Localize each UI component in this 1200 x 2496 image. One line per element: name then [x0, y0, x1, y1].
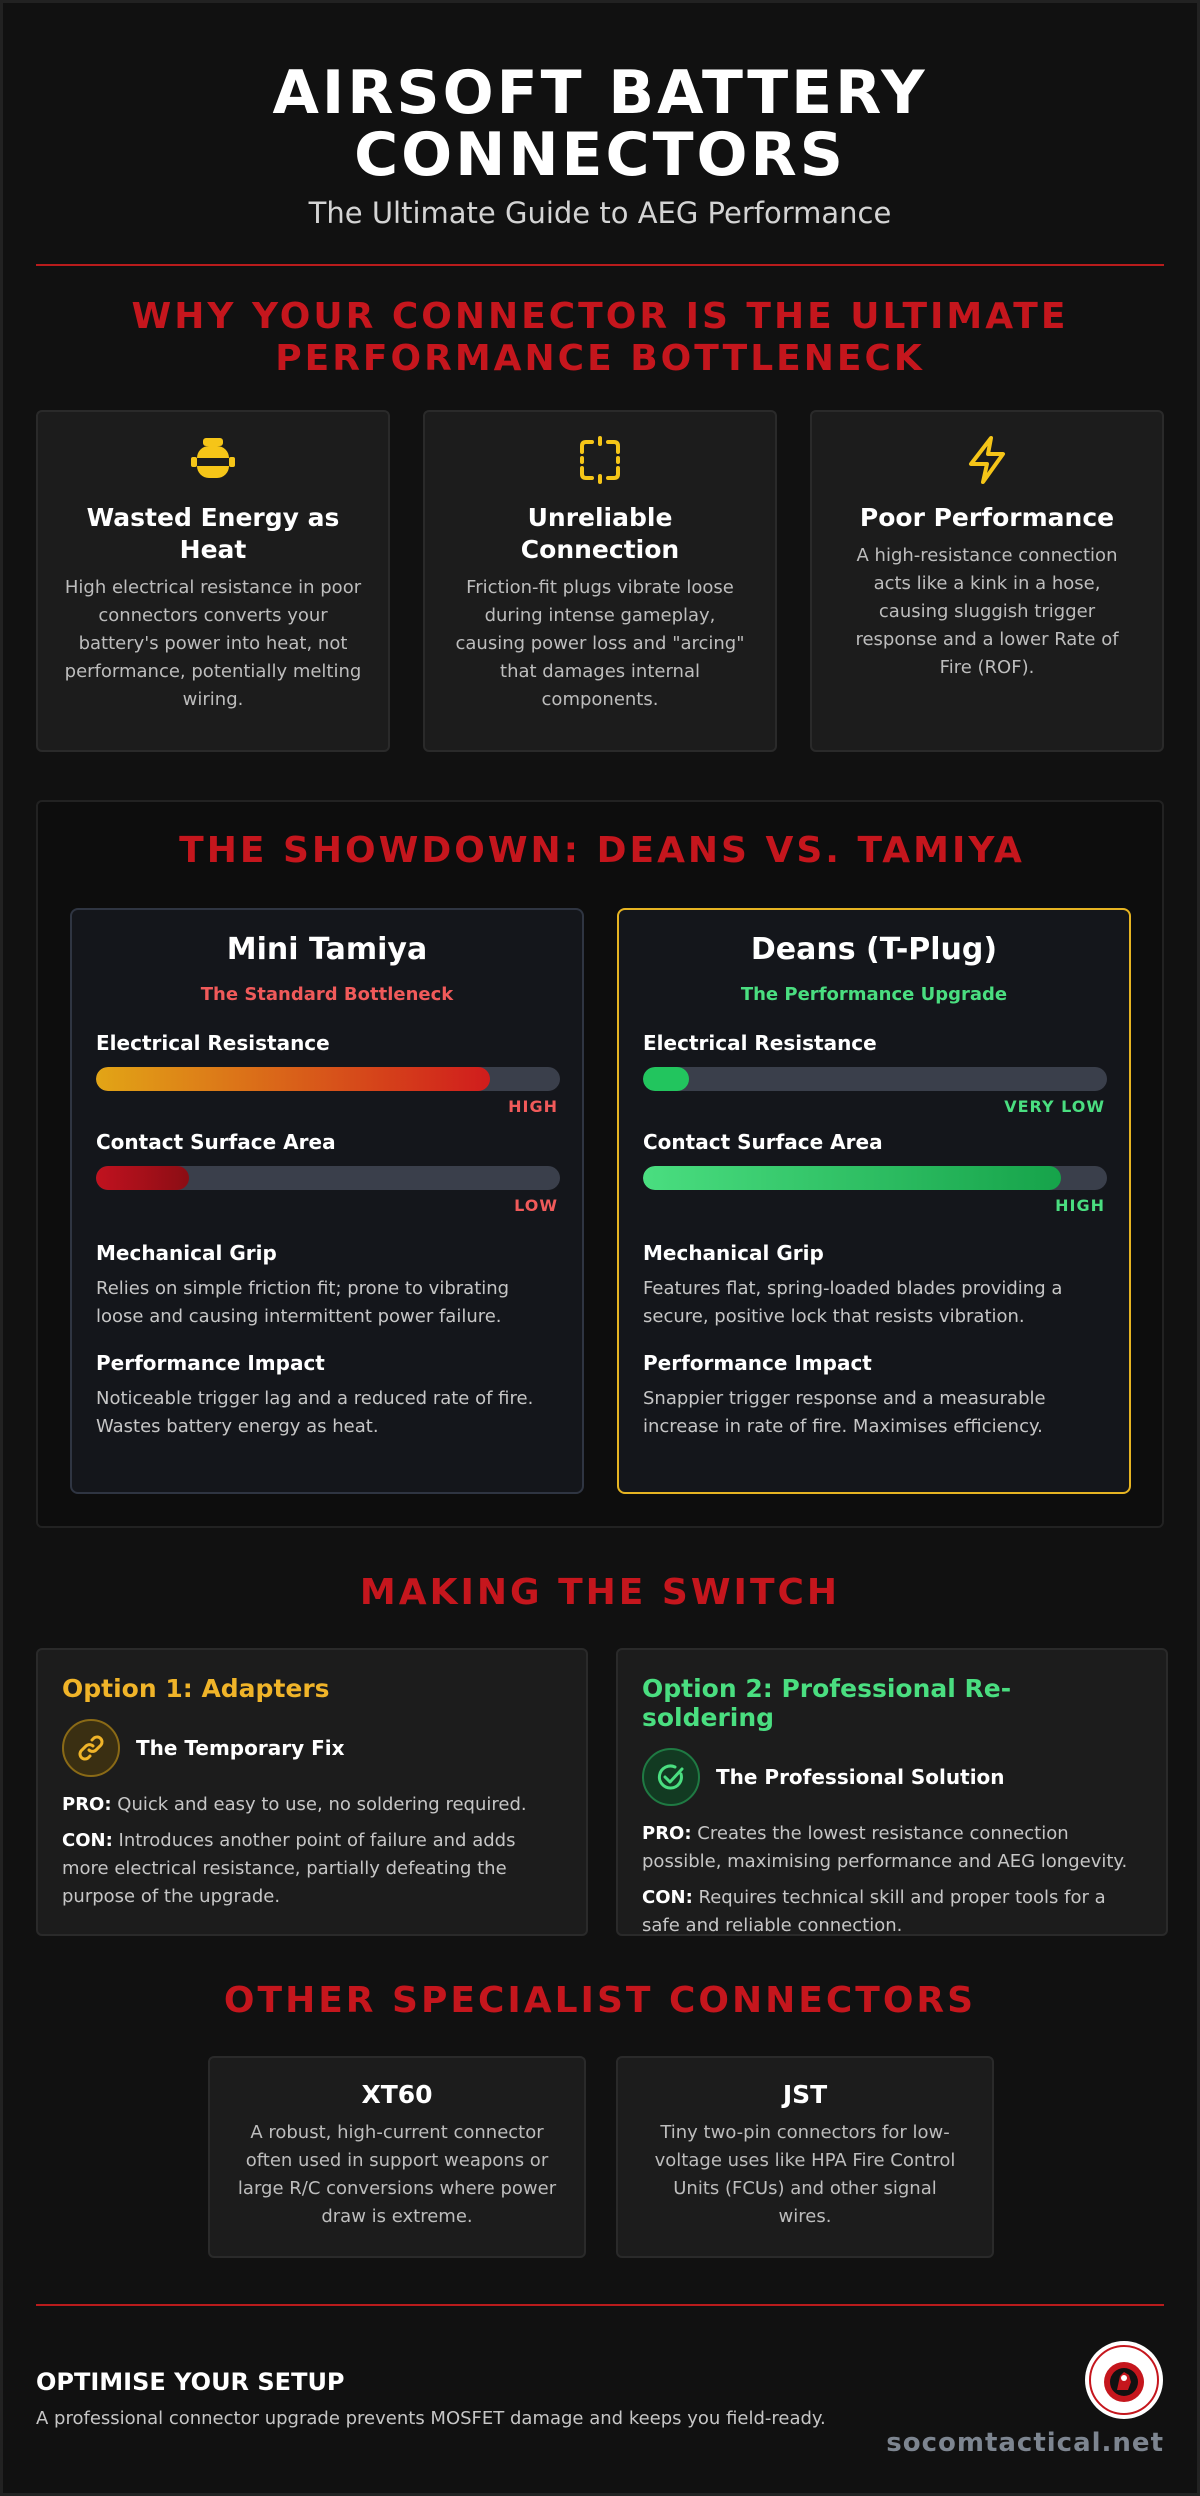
tamiya-contact-fill [96, 1166, 189, 1190]
showdown-title: THE SHOWDOWN: DEANS VS. TAMIYA [179, 830, 1025, 871]
tamiya-contact-level: LOW [514, 1196, 558, 1215]
page-subtitle: The Ultimate Guide to AEG Performance [308, 196, 892, 230]
tamiya-name: Mini Tamiya [226, 932, 428, 967]
specialist-section-title: OTHER SPECIALIST CONNECTORS [223, 1980, 977, 2021]
pro-key: PRO: [642, 1823, 692, 1844]
specialist-card-text: Tiny two-pin connectors for low-voltage … [654, 2122, 956, 2227]
tamiya-resistance-bar [96, 1067, 560, 1091]
header-divider [36, 264, 1164, 266]
specialist-card-title: JST [782, 2080, 828, 2109]
deans-contact-metric: Contact Surface Area HIGH [643, 1130, 1107, 1215]
option-2-label: The Professional Solution [716, 1765, 1005, 1789]
deans-resistance-bar [643, 1067, 1107, 1091]
tamiya-resistance-level: HIGH [508, 1097, 558, 1116]
deans-contact-fill [643, 1166, 1061, 1190]
broken-frame-icon [580, 436, 620, 484]
option-1-title: Option 1: Adapters [62, 1674, 330, 1703]
tamiya-grip-text: Relies on simple friction fit; prone to … [96, 1278, 510, 1327]
con-text: Requires technical skill and proper tool… [642, 1887, 1106, 1936]
why-card-text: Friction-fit plugs vibrate loose during … [455, 577, 745, 710]
option-1-con: CON: Introduces another point of failure… [62, 1827, 562, 1911]
tamiya-resistance-fill [96, 1067, 491, 1091]
tamiya-contact-bar [96, 1166, 560, 1190]
tamiya-tag: The Standard Bottleneck [200, 984, 454, 1005]
deans-card: Deans (T-Plug) The Performance Upgrade E… [617, 908, 1131, 1494]
specialist-card-xt60: XT60 A robust, high-current connector of… [208, 2056, 586, 2258]
deans-impact-text: Snappier trigger response and a measurab… [643, 1388, 1046, 1437]
deans-resistance-metric: Electrical Resistance VERY LOW [643, 1031, 1107, 1116]
site-url[interactable]: socomtactical.net [886, 2428, 1164, 2458]
switch-section-title: MAKING THE SWITCH [359, 1572, 841, 1613]
showdown-panel: THE SHOWDOWN: DEANS VS. TAMIYA Mini Tami… [36, 800, 1164, 1528]
deans-grip-text: Features flat, spring-loaded blades prov… [643, 1278, 1063, 1327]
footer-heading: OPTIMISE YOUR SETUP [36, 2368, 345, 2396]
metric-label: Contact Surface Area [96, 1130, 336, 1154]
tamiya-contact-metric: Contact Surface Area LOW [96, 1130, 560, 1215]
deans-tag: The Performance Upgrade [740, 984, 1008, 1005]
specialist-card-title: XT60 [361, 2080, 433, 2109]
why-section-title: WHY YOUR CONNECTOR IS THE ULTIMATE PERFO… [0, 296, 1200, 380]
why-card-text: High electrical resistance in poor conne… [64, 577, 362, 710]
metric-label: Contact Surface Area [643, 1130, 883, 1154]
tamiya-impact-text: Noticeable trigger lag and a reduced rat… [96, 1388, 534, 1437]
option-1-pro: PRO: Quick and easy to use, no soldering… [62, 1791, 562, 1819]
why-title-line-1: WHY YOUR CONNECTOR IS THE ULTIMATE [131, 296, 1069, 337]
why-card-title: Poor Performance [859, 503, 1115, 532]
specialist-card-text: A robust, high-current connector often u… [237, 2122, 557, 2227]
hero-header: AIRSOFT BATTERY CONNECTORS The Ultimate … [0, 62, 1200, 230]
why-card-title: Wasted Energy as Heat [86, 503, 340, 564]
option-1-label: The Temporary Fix [136, 1736, 345, 1760]
check-circle-icon [642, 1748, 700, 1806]
deans-impact-title: Performance Impact [643, 1351, 872, 1375]
specialist-card-jst: JST Tiny two-pin connectors for low-volt… [616, 2056, 994, 2258]
why-card-text: A high-resistance connection acts like a… [855, 545, 1119, 678]
lightning-icon [969, 436, 1005, 484]
footer-text: A professional connector upgrade prevent… [36, 2408, 826, 2429]
option-2-pro: PRO: Creates the lowest resistance conne… [642, 1820, 1142, 1876]
option-resoldering-card: Option 2: Professional Re-soldering The … [616, 1648, 1168, 1936]
metric-label: Electrical Resistance [643, 1031, 877, 1055]
con-key: CON: [642, 1887, 693, 1908]
deans-contact-level: HIGH [1055, 1196, 1105, 1215]
link-icon [62, 1719, 120, 1777]
option-2-con: CON: Requires technical skill and proper… [642, 1884, 1142, 1940]
deans-contact-bar [643, 1166, 1107, 1190]
page-title-line-2: CONNECTORS [354, 120, 846, 190]
tamiya-grip-title: Mechanical Grip [96, 1241, 277, 1265]
con-text: Introduces another point of failure and … [62, 1830, 516, 1907]
option-2-label-row: The Professional Solution [642, 1748, 1142, 1806]
deans-resistance-fill [643, 1067, 690, 1091]
deans-resistance-level: VERY LOW [1004, 1097, 1105, 1116]
why-card-title: Unreliable Connection [520, 503, 680, 564]
pro-text: Quick and easy to use, no soldering requ… [117, 1794, 527, 1815]
con-key: CON: [62, 1830, 113, 1851]
page-title: AIRSOFT BATTERY CONNECTORS [0, 62, 1200, 186]
pro-text: Creates the lowest resistance connection… [642, 1823, 1128, 1872]
page-title-line-1: AIRSOFT BATTERY [272, 58, 928, 128]
heater-icon [191, 438, 235, 478]
option-1-label-row: The Temporary Fix [62, 1719, 562, 1777]
kicking-mustang-logo [1085, 2341, 1163, 2419]
deans-name: Deans (T-Plug) [750, 932, 998, 967]
why-card-heat: Wasted Energy as Heat High electrical re… [36, 410, 390, 752]
tamiya-card: Mini Tamiya The Standard Bottleneck Elec… [70, 908, 584, 1494]
pro-key: PRO: [62, 1794, 112, 1815]
footer-divider [36, 2304, 1164, 2306]
tamiya-resistance-metric: Electrical Resistance HIGH [96, 1031, 560, 1116]
why-title-line-2: PERFORMANCE BOTTLENECK [275, 338, 925, 379]
option-adapters-card: Option 1: Adapters The Temporary Fix PRO… [36, 1648, 588, 1936]
deans-grip-title: Mechanical Grip [643, 1241, 824, 1265]
why-card-connection: Unreliable Connection Friction-fit plugs… [423, 410, 777, 752]
why-card-performance: Poor Performance A high-resistance conne… [810, 410, 1164, 752]
option-2-title: Option 2: Professional Re-soldering [642, 1674, 1012, 1732]
tamiya-impact-title: Performance Impact [96, 1351, 325, 1375]
metric-label: Electrical Resistance [96, 1031, 330, 1055]
